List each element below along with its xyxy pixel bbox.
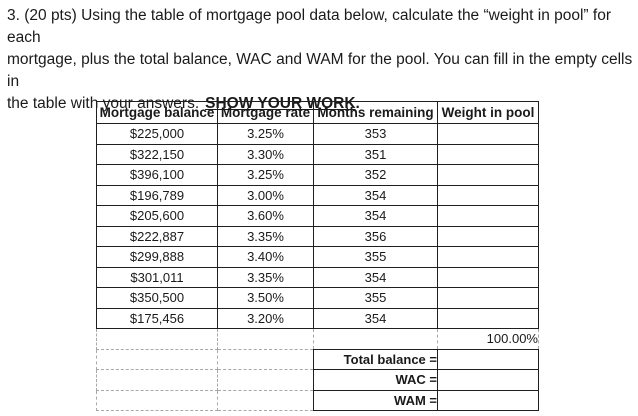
weight-cell-empty [437, 266, 539, 288]
total-weight-cell: 100.00% [437, 328, 539, 350]
empty-grid-cell [217, 389, 314, 411]
wam-answer-cell [437, 389, 539, 411]
table-row: $196,789 3.00% 354 [96, 184, 539, 206]
weight-cell-empty [437, 307, 539, 329]
problem-line-2: mortgage, plus the total balance, WAC an… [7, 51, 633, 90]
months-cell: 351 [313, 143, 438, 165]
balance-cell: $175,456 [96, 307, 218, 329]
rate-cell: 3.20% [217, 307, 314, 329]
header-weight-in-pool: Weight in pool [437, 101, 539, 124]
weight-cell-empty [437, 184, 539, 206]
table-row: $322,150 3.30% 351 [96, 143, 539, 165]
months-cell: 356 [313, 225, 438, 247]
rate-cell: 3.60% [217, 205, 314, 227]
weight-cell-empty [437, 225, 539, 247]
empty-grid-cell [217, 369, 314, 391]
wac-answer-cell [437, 369, 539, 391]
rate-cell: 3.35% [217, 266, 314, 288]
empty-grid-cell [217, 348, 314, 370]
months-cell: 352 [313, 164, 438, 186]
balance-cell: $350,500 [96, 287, 218, 309]
months-cell: 354 [313, 205, 438, 227]
header-row: Mortgage balance Mortgage rate Months re… [96, 101, 539, 124]
empty-grid-cell [217, 328, 314, 350]
table-row: $299,888 3.40% 355 [96, 246, 539, 268]
summary-row-wam: WAM = [96, 389, 539, 411]
balance-cell: $396,100 [96, 164, 218, 186]
rate-cell: 3.40% [217, 246, 314, 268]
balance-cell: $196,789 [96, 184, 218, 206]
header-mortgage-rate: Mortgage rate [217, 101, 314, 124]
table-row: $350,500 3.50% 355 [96, 287, 539, 309]
months-cell: 353 [313, 123, 438, 145]
rate-cell: 3.35% [217, 225, 314, 247]
empty-grid-cell [96, 328, 218, 350]
months-cell: 354 [313, 184, 438, 206]
empty-grid-cell [96, 389, 218, 411]
header-months-remaining: Months remaining [313, 101, 438, 124]
balance-cell: $222,887 [96, 225, 218, 247]
table-row: $396,100 3.25% 352 [96, 164, 539, 186]
balance-cell: $225,000 [96, 123, 218, 145]
rate-cell: 3.50% [217, 287, 314, 309]
table-row: $175,456 3.20% 354 [96, 307, 539, 329]
balance-cell: $322,150 [96, 143, 218, 165]
weight-cell-empty [437, 246, 539, 268]
wam-label: WAM = [313, 389, 438, 411]
summary-row-wac: WAC = [96, 369, 539, 391]
total-balance-answer-cell [437, 348, 539, 370]
mortgage-pool-table: Mortgage balance Mortgage rate Months re… [96, 101, 539, 411]
months-cell: 355 [313, 287, 438, 309]
weight-cell-empty [437, 205, 539, 227]
total-balance-label: Total balance = [313, 348, 438, 370]
rate-cell: 3.25% [217, 164, 314, 186]
months-cell: 354 [313, 307, 438, 329]
months-cell: 354 [313, 266, 438, 288]
weight-cell-empty [437, 143, 539, 165]
table-row: $205,600 3.60% 354 [96, 205, 539, 227]
total-weight-row: 100.00% [96, 328, 539, 350]
problem-statement: 3. (20 pts) Using the table of mortgage … [7, 5, 633, 115]
weight-cell-empty [437, 287, 539, 309]
wac-label: WAC = [313, 369, 438, 391]
rate-cell: 3.00% [217, 184, 314, 206]
rate-cell: 3.30% [217, 143, 314, 165]
months-cell: 355 [313, 246, 438, 268]
table-row: $222,887 3.35% 356 [96, 225, 539, 247]
header-mortgage-balance: Mortgage balance [96, 101, 218, 124]
balance-cell: $205,600 [96, 205, 218, 227]
empty-grid-cell [96, 348, 218, 370]
weight-cell-empty [437, 123, 539, 145]
empty-grid-cell [313, 328, 438, 350]
problem-line-1: 3. (20 pts) Using the table of mortgage … [7, 7, 611, 46]
balance-cell: $299,888 [96, 246, 218, 268]
weight-cell-empty [437, 164, 539, 186]
empty-grid-cell [96, 369, 218, 391]
rate-cell: 3.25% [217, 123, 314, 145]
table-row: $301,011 3.35% 354 [96, 266, 539, 288]
table-row: $225,000 3.25% 353 [96, 123, 539, 145]
summary-row-total-balance: Total balance = [96, 348, 539, 370]
balance-cell: $301,011 [96, 266, 218, 288]
